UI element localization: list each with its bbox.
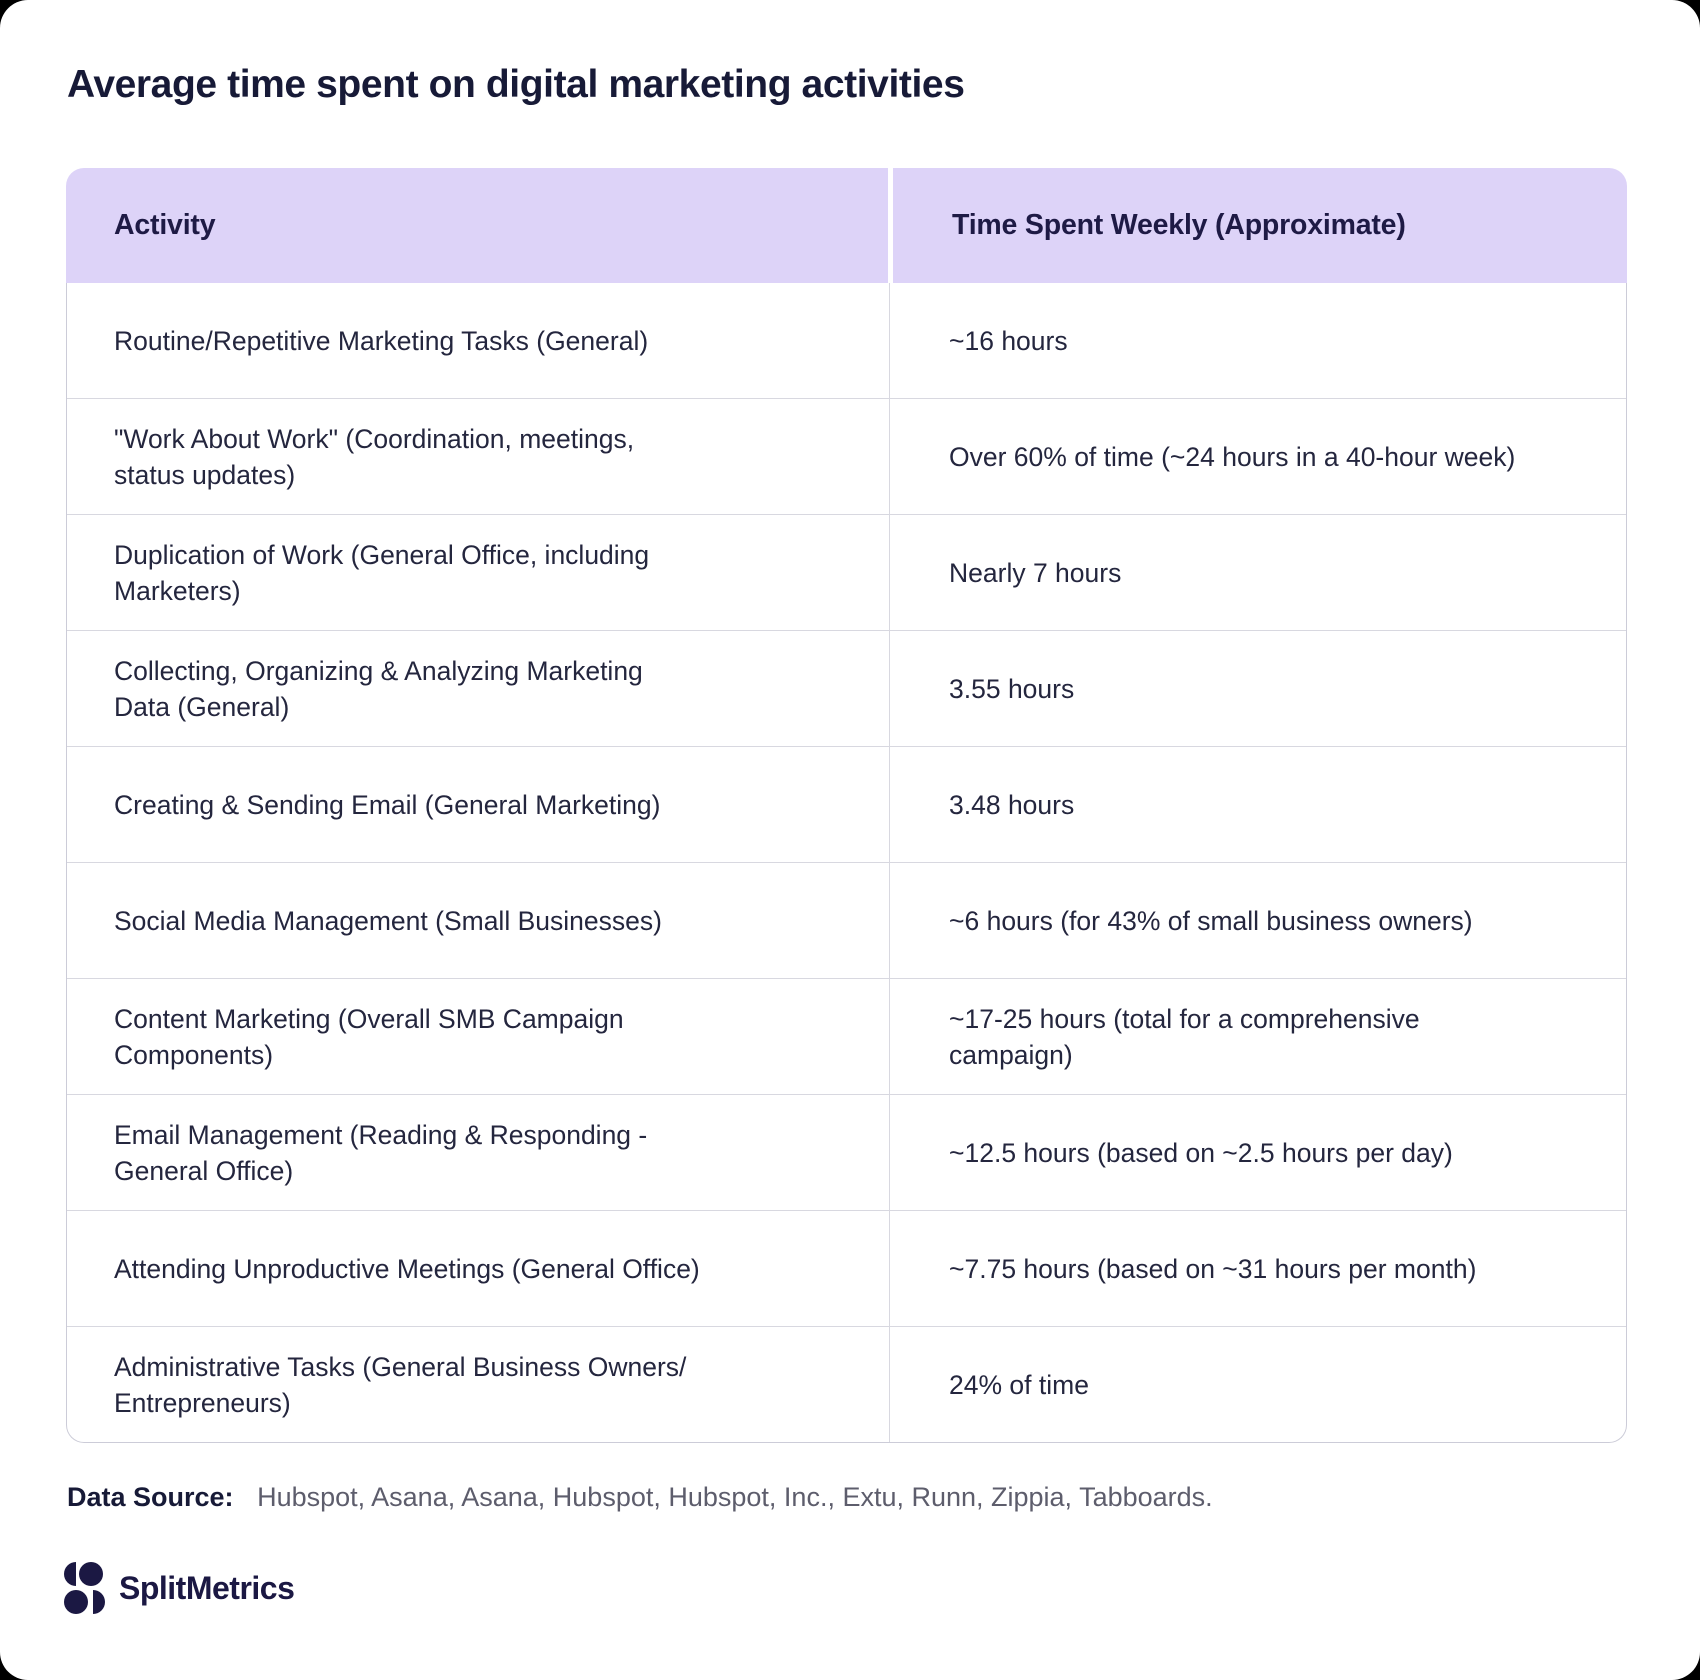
activity-cell: Collecting, Organizing & Analyzing Marke… xyxy=(67,631,890,746)
time-text: ~12.5 hours (based on ~2.5 hours per day… xyxy=(949,1137,1453,1168)
splitmetrics-logo-icon xyxy=(64,1562,106,1614)
table-row: Routine/Repetitive Marketing Tasks (Gene… xyxy=(67,283,1626,398)
activity-text: Email Management (Reading & Responding -… xyxy=(114,1119,648,1186)
activity-text: Routine/Repetitive Marketing Tasks (Gene… xyxy=(114,325,649,356)
logo-dot-bottom-left xyxy=(64,1590,88,1614)
column-header-time: Time Spent Weekly (Approximate) xyxy=(893,168,1627,283)
time-cell: ~7.75 hours (based on ~31 hours per mont… xyxy=(890,1211,1626,1326)
activity-cell: Creating & Sending Email (General Market… xyxy=(67,747,890,862)
time-text: ~7.75 hours (based on ~31 hours per mont… xyxy=(949,1253,1477,1284)
activity-text: Collecting, Organizing & Analyzing Marke… xyxy=(114,655,643,722)
table-row: Content Marketing (Overall SMB Campaign … xyxy=(67,978,1626,1094)
table-row: Creating & Sending Email (General Market… xyxy=(67,746,1626,862)
activity-cell: Attending Unproductive Meetings (General… xyxy=(67,1211,890,1326)
activity-text: Attending Unproductive Meetings (General… xyxy=(114,1253,700,1284)
activity-cell: Content Marketing (Overall SMB Campaign … xyxy=(67,979,890,1094)
column-header-activity-label: Activity xyxy=(114,209,216,241)
time-text: 3.48 hours xyxy=(949,789,1075,820)
table-row: Administrative Tasks (General Business O… xyxy=(67,1326,1626,1442)
time-text: Over 60% of time (~24 hours in a 40-hour… xyxy=(949,441,1516,472)
time-text: 24% of time xyxy=(949,1369,1089,1400)
time-text: ~16 hours xyxy=(949,325,1068,356)
activity-cell: Social Media Management (Small Businesse… xyxy=(67,863,890,978)
time-text: ~17-25 hours (total for a comprehensive … xyxy=(949,1003,1420,1070)
data-source-list: Hubspot, Asana, Asana, Hubspot, Hubspot,… xyxy=(257,1482,1213,1512)
data-source-line: Data Source: Hubspot, Asana, Asana, Hubs… xyxy=(67,1479,1700,1516)
activity-text: Creating & Sending Email (General Market… xyxy=(114,789,661,820)
table-row: Attending Unproductive Meetings (General… xyxy=(67,1210,1626,1326)
time-cell: 3.48 hours xyxy=(890,747,1626,862)
column-header-activity: Activity xyxy=(66,168,888,283)
time-text: ~6 hours (for 43% of small business owne… xyxy=(949,905,1473,936)
column-header-time-label: Time Spent Weekly (Approximate) xyxy=(952,209,1406,241)
activity-cell: Routine/Repetitive Marketing Tasks (Gene… xyxy=(67,283,890,398)
activity-cell: Duplication of Work (General Office, inc… xyxy=(67,515,890,630)
activities-table: Activity Time Spent Weekly (Approximate)… xyxy=(66,168,1627,1443)
time-cell: ~6 hours (for 43% of small business owne… xyxy=(890,863,1626,978)
activity-cell: Administrative Tasks (General Business O… xyxy=(67,1327,890,1442)
logo-dot-top-right xyxy=(79,1562,103,1586)
activity-text: Duplication of Work (General Office, inc… xyxy=(114,539,650,606)
logo-halfdot-bottom-right xyxy=(93,1590,105,1614)
table-row: Collecting, Organizing & Analyzing Marke… xyxy=(67,630,1626,746)
splitmetrics-logo-text: SplitMetrics xyxy=(119,1569,295,1606)
time-text: Nearly 7 hours xyxy=(949,557,1122,588)
time-cell: 3.55 hours xyxy=(890,631,1626,746)
activity-text: Administrative Tasks (General Business O… xyxy=(114,1351,687,1418)
activity-cell: "Work About Work" (Coordination, meeting… xyxy=(67,399,890,514)
table-row: "Work About Work" (Coordination, meeting… xyxy=(67,398,1626,514)
activity-text: Content Marketing (Overall SMB Campaign … xyxy=(114,1003,624,1070)
data-source-label: Data Source: xyxy=(67,1482,234,1512)
time-cell: Nearly 7 hours xyxy=(890,515,1626,630)
time-cell: 24% of time xyxy=(890,1327,1626,1442)
time-text: 3.55 hours xyxy=(949,673,1075,704)
activity-cell: Email Management (Reading & Responding -… xyxy=(67,1095,890,1210)
time-cell: ~17-25 hours (total for a comprehensive … xyxy=(890,979,1626,1094)
time-cell: Over 60% of time (~24 hours in a 40-hour… xyxy=(890,399,1626,514)
activity-text: "Work About Work" (Coordination, meeting… xyxy=(114,423,635,490)
table-body: Routine/Repetitive Marketing Tasks (Gene… xyxy=(66,283,1627,1443)
splitmetrics-logo: SplitMetrics xyxy=(64,1562,1700,1614)
table-row: Social Media Management (Small Businesse… xyxy=(67,862,1626,978)
logo-halfdot-top-left xyxy=(64,1562,76,1586)
activity-text: Social Media Management (Small Businesse… xyxy=(114,905,662,936)
page-title: Average time spent on digital marketing … xyxy=(67,63,965,106)
table-row: Duplication of Work (General Office, inc… xyxy=(67,514,1626,630)
table-header-row: Activity Time Spent Weekly (Approximate) xyxy=(66,168,1627,283)
table-row: Email Management (Reading & Responding -… xyxy=(67,1094,1626,1210)
time-cell: ~16 hours xyxy=(890,283,1626,398)
time-cell: ~12.5 hours (based on ~2.5 hours per day… xyxy=(890,1095,1626,1210)
